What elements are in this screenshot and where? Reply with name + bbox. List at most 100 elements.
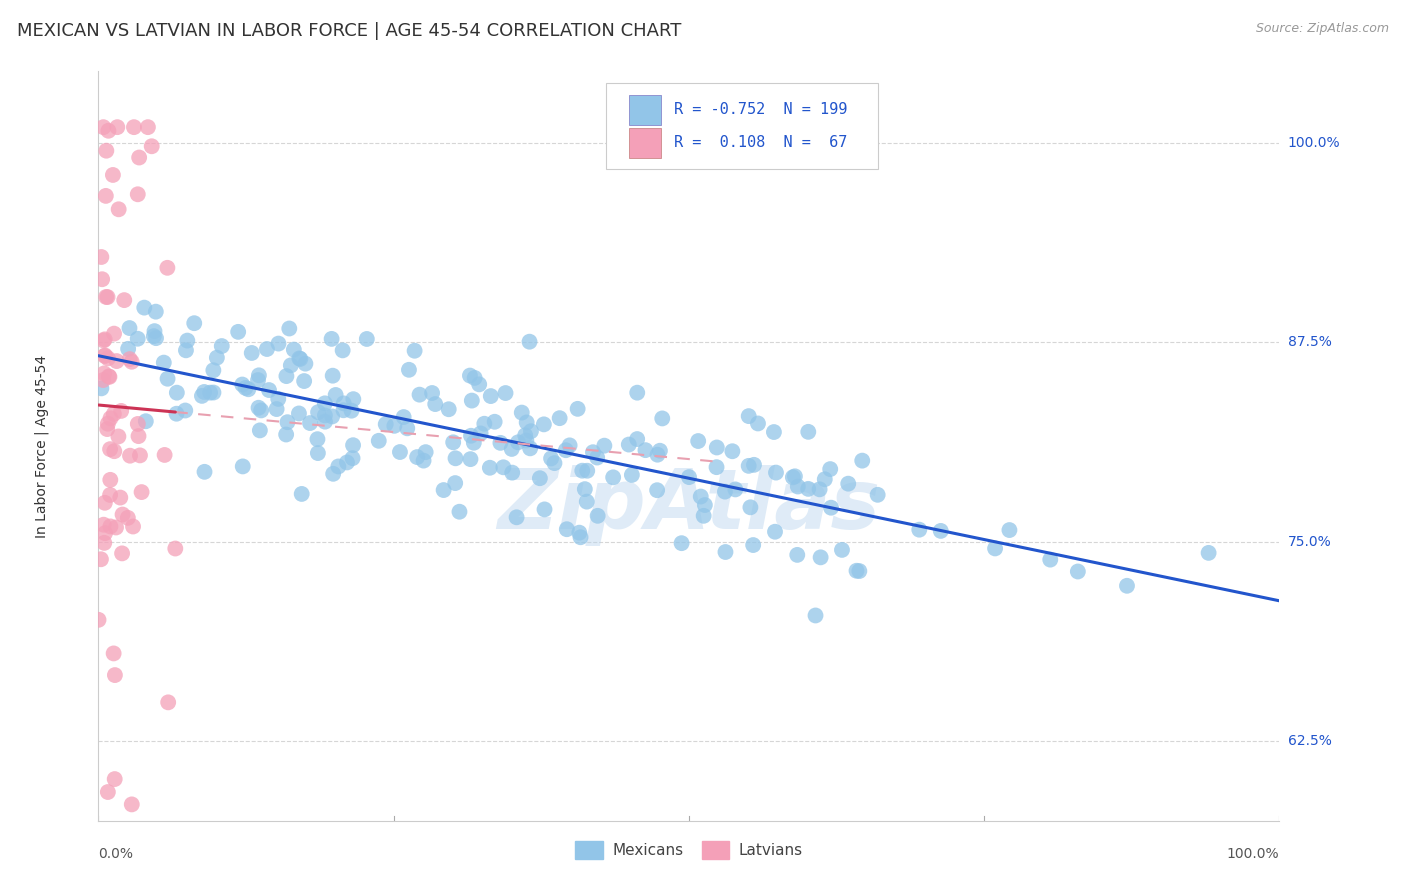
Point bbox=[398, 363, 420, 377]
Point bbox=[818, 462, 841, 476]
Point bbox=[820, 500, 842, 515]
Point bbox=[283, 343, 305, 357]
Point bbox=[118, 352, 141, 367]
Point bbox=[93, 120, 115, 135]
Point bbox=[706, 441, 728, 455]
Point bbox=[342, 451, 364, 466]
Point bbox=[322, 368, 344, 383]
Point bbox=[307, 446, 329, 460]
Point bbox=[782, 470, 804, 484]
Point bbox=[202, 363, 225, 377]
Point bbox=[135, 414, 157, 428]
Point bbox=[174, 403, 197, 417]
Point bbox=[626, 432, 648, 446]
Point bbox=[153, 448, 176, 462]
Point bbox=[519, 442, 541, 456]
Point bbox=[689, 490, 711, 504]
Point bbox=[342, 438, 364, 452]
Point bbox=[103, 647, 125, 661]
Point bbox=[90, 552, 112, 566]
Point bbox=[266, 402, 288, 417]
Point bbox=[112, 293, 135, 307]
Point bbox=[129, 449, 152, 463]
Point bbox=[257, 383, 280, 397]
Point bbox=[470, 426, 492, 441]
Point bbox=[406, 450, 429, 464]
Point bbox=[276, 369, 298, 384]
Point bbox=[103, 326, 125, 341]
FancyBboxPatch shape bbox=[606, 83, 877, 169]
Point bbox=[1067, 565, 1090, 579]
Point bbox=[193, 465, 215, 479]
Point bbox=[786, 479, 808, 493]
Point bbox=[91, 373, 114, 387]
Point bbox=[463, 435, 485, 450]
Point bbox=[97, 369, 120, 384]
Point bbox=[156, 372, 179, 386]
Point bbox=[232, 459, 254, 474]
Point bbox=[226, 325, 249, 339]
Point bbox=[98, 488, 121, 502]
Point bbox=[908, 523, 931, 537]
Point bbox=[740, 500, 762, 515]
Point bbox=[307, 405, 329, 419]
Point bbox=[671, 536, 693, 550]
Point bbox=[107, 429, 129, 443]
Point bbox=[392, 410, 415, 425]
Point bbox=[96, 290, 118, 304]
Point bbox=[105, 354, 128, 368]
Point bbox=[688, 434, 710, 448]
Point bbox=[783, 469, 806, 483]
Point bbox=[94, 290, 117, 304]
Point bbox=[458, 368, 481, 383]
Point bbox=[98, 369, 121, 384]
Legend: Mexicans, Latvians: Mexicans, Latvians bbox=[569, 835, 808, 865]
Point bbox=[156, 260, 179, 275]
Text: In Labor Force | Age 45-54: In Labor Force | Age 45-54 bbox=[35, 354, 49, 538]
Point bbox=[505, 510, 527, 524]
Point bbox=[342, 392, 364, 406]
Point bbox=[533, 502, 555, 516]
Point bbox=[515, 434, 537, 448]
Point bbox=[291, 487, 314, 501]
Text: 100.0%: 100.0% bbox=[1227, 847, 1279, 861]
Point bbox=[94, 526, 117, 541]
Point bbox=[94, 496, 117, 510]
Point bbox=[103, 407, 125, 421]
Point bbox=[118, 321, 141, 335]
Point bbox=[461, 393, 484, 408]
Point bbox=[193, 384, 215, 399]
Point bbox=[145, 304, 167, 318]
Point bbox=[166, 407, 188, 421]
Point bbox=[117, 342, 139, 356]
Point bbox=[314, 396, 336, 410]
Point bbox=[111, 508, 134, 522]
Text: R = -0.752  N = 199: R = -0.752 N = 199 bbox=[673, 103, 846, 118]
Point bbox=[737, 458, 759, 473]
Point bbox=[797, 482, 820, 496]
Point bbox=[110, 491, 132, 505]
Point bbox=[90, 250, 112, 264]
Point bbox=[412, 453, 434, 467]
Point bbox=[408, 387, 430, 401]
Point bbox=[238, 382, 260, 396]
Point bbox=[191, 389, 214, 403]
Point bbox=[678, 470, 700, 484]
Point bbox=[101, 168, 124, 182]
Point bbox=[586, 508, 609, 523]
Text: 87.5%: 87.5% bbox=[1288, 335, 1331, 350]
Point bbox=[122, 120, 145, 135]
Point bbox=[97, 785, 120, 799]
Point bbox=[166, 385, 188, 400]
Point bbox=[121, 797, 143, 812]
Point bbox=[420, 386, 443, 401]
Point bbox=[267, 392, 290, 406]
Point bbox=[714, 484, 737, 499]
Point bbox=[1039, 552, 1062, 566]
Point bbox=[747, 417, 769, 431]
Point bbox=[529, 471, 551, 485]
Point bbox=[851, 453, 873, 467]
Point bbox=[97, 351, 120, 366]
Point bbox=[142, 329, 165, 343]
Point bbox=[111, 546, 134, 560]
